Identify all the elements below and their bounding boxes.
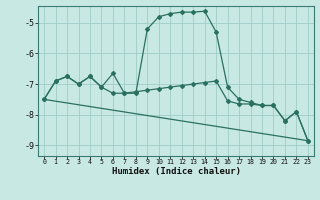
X-axis label: Humidex (Indice chaleur): Humidex (Indice chaleur) (111, 167, 241, 176)
